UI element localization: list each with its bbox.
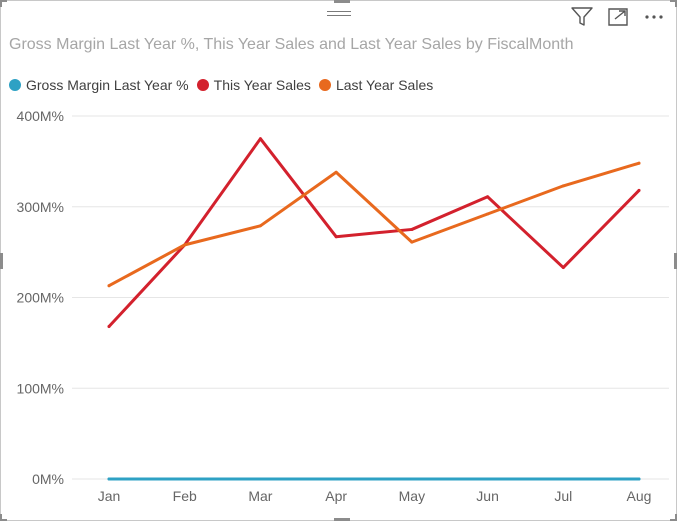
chart-legend: Gross Margin Last Year % This Year Sales… bbox=[9, 75, 441, 95]
legend-label-gross-margin: Gross Margin Last Year % bbox=[26, 77, 189, 93]
resize-handle-top[interactable] bbox=[334, 0, 350, 3]
legend-marker-this-year-sales bbox=[196, 79, 209, 91]
resize-corner-bottom-left[interactable] bbox=[0, 514, 7, 521]
legend-item-last-year-sales[interactable]: Last Year Sales bbox=[318, 77, 434, 93]
resize-corner-bottom-right[interactable] bbox=[670, 514, 677, 521]
legend-label-this-year-sales: This Year Sales bbox=[213, 77, 311, 93]
resize-corner-top-left[interactable] bbox=[0, 0, 7, 7]
legend-marker-last-year-sales bbox=[318, 79, 331, 91]
filter-icon[interactable] bbox=[570, 5, 594, 29]
legend-marker-gross-margin bbox=[9, 79, 21, 91]
more-options-icon[interactable] bbox=[642, 5, 666, 29]
focus-mode-icon[interactable] bbox=[606, 5, 630, 29]
legend-label-last-year-sales: Last Year Sales bbox=[335, 77, 434, 93]
resize-handle-right[interactable] bbox=[674, 253, 677, 269]
chart-title: Gross Margin Last Year %, This Year Sale… bbox=[9, 36, 574, 53]
resize-handle-bottom[interactable] bbox=[334, 518, 350, 521]
resize-handle-left[interactable] bbox=[0, 253, 3, 269]
legend-item-this-year-sales[interactable]: This Year Sales bbox=[196, 77, 311, 93]
legend-item-gross-margin[interactable]: Gross Margin Last Year % bbox=[9, 77, 189, 93]
resize-corner-top-right[interactable] bbox=[670, 0, 677, 7]
drag-grip-icon[interactable] bbox=[327, 11, 351, 21]
